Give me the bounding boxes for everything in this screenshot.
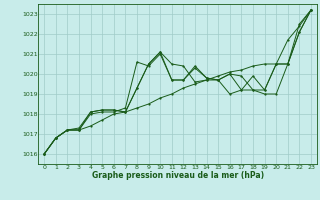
X-axis label: Graphe pression niveau de la mer (hPa): Graphe pression niveau de la mer (hPa): [92, 171, 264, 180]
